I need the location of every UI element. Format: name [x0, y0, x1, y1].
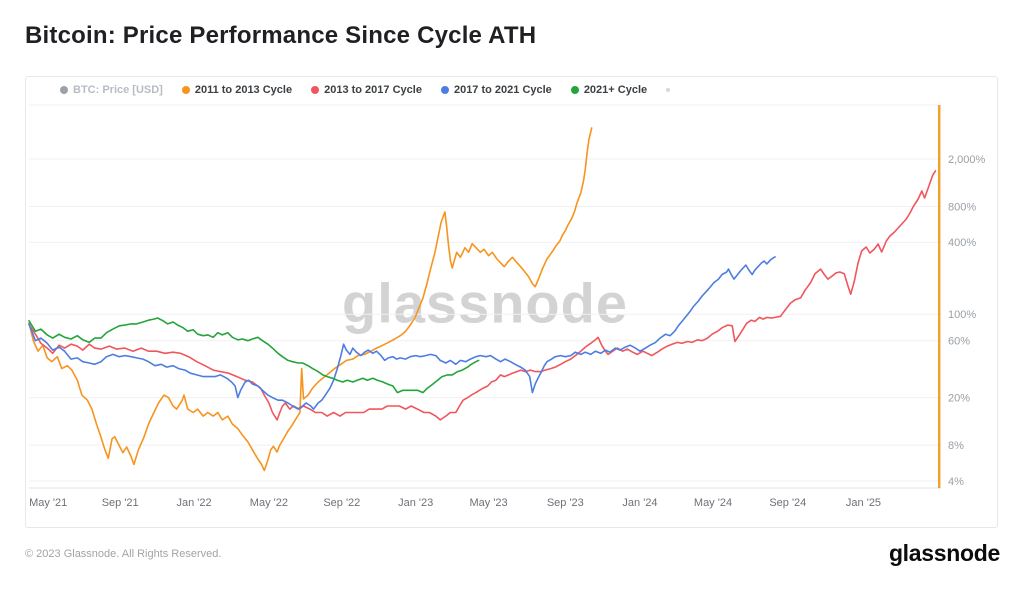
legend-dot-icon — [440, 86, 449, 94]
series-line-2013-to-2017-cycle — [28, 170, 937, 421]
legend-item-btc-price-usd-[interactable]: BTC: Price [USD] — [60, 84, 163, 96]
legend-item-label: 2013 to 2017 Cycle — [324, 84, 422, 96]
legend-item-label: BTC: Price [USD] — [73, 84, 163, 96]
legend-item-2021-cycle[interactable]: 2021+ Cycle — [570, 84, 648, 96]
watermark: glassnode — [342, 271, 628, 335]
x-axis-label: Sep '21 — [102, 497, 139, 509]
x-axis-label: Jan '25 — [846, 497, 881, 509]
y-axis-label: 8% — [948, 440, 964, 452]
legend-item-2011-to-2013-cycle[interactable]: 2011 to 2013 Cycle — [181, 84, 293, 96]
legend-dot-icon — [181, 86, 190, 94]
y-axis-label: 60% — [948, 336, 970, 348]
x-axis-label: Jan '24 — [622, 497, 657, 509]
x-axis-label: Sep '23 — [547, 497, 584, 509]
legend-item-label: 2017 to 2021 Cycle — [453, 84, 552, 96]
legend-item-hidden[interactable] — [666, 88, 671, 92]
legend-item-2017-to-2021-cycle[interactable]: 2017 to 2021 Cycle — [440, 84, 552, 96]
legend-item-2013-to-2017-cycle[interactable]: 2013 to 2017 Cycle — [311, 84, 422, 96]
x-axis-label: May '21 — [29, 497, 67, 509]
x-axis-label: Jan '22 — [177, 497, 212, 509]
page-title: Bitcoin: Price Performance Since Cycle A… — [25, 22, 537, 49]
chart-legend: BTC: Price [USD] 2011 to 2013 Cycle 2013 t… — [60, 84, 671, 96]
legend-dot-icon — [570, 86, 579, 94]
y-axis-label: 20% — [948, 392, 970, 404]
x-axis-label: Sep '22 — [323, 497, 360, 509]
y-axis-label: 2,000% — [948, 154, 986, 166]
legend-item-label: 2011 to 2013 Cycle — [194, 84, 293, 96]
y-axis-label: 4% — [948, 476, 964, 488]
chart-card: BTC: Price [USD] 2011 to 2013 Cycle 2013 t… — [25, 76, 998, 528]
series-line-2017-to-2021-cycle — [28, 256, 776, 410]
x-axis-label: May '23 — [470, 497, 508, 509]
copyright: © 2023 Glassnode. All Rights Reserved. — [25, 548, 222, 560]
brand-wordmark: glassnode — [888, 540, 1000, 566]
legend-item-label: 2021+ Cycle — [583, 84, 648, 96]
x-axis-label: Sep '24 — [769, 497, 806, 509]
series-line-2021-cycle — [28, 317, 480, 394]
x-axis-label: May '24 — [694, 497, 732, 509]
x-axis-label: May '22 — [250, 497, 288, 509]
y-axis-label: 800% — [948, 201, 976, 213]
legend-dot-icon — [311, 86, 320, 94]
plot-area[interactable]: 2,000% 800% 400% 100% 60% 20% 8% 4% May '21 Sep '… — [26, 77, 997, 527]
y-axis-label: 400% — [948, 237, 976, 249]
series-line-2011-to-2013-cycle — [28, 127, 593, 472]
y-axis-label: 100% — [948, 309, 976, 321]
legend-dot-icon — [60, 86, 68, 94]
legend-dot-icon — [666, 88, 671, 92]
x-axis-label: Jan '23 — [398, 497, 433, 509]
